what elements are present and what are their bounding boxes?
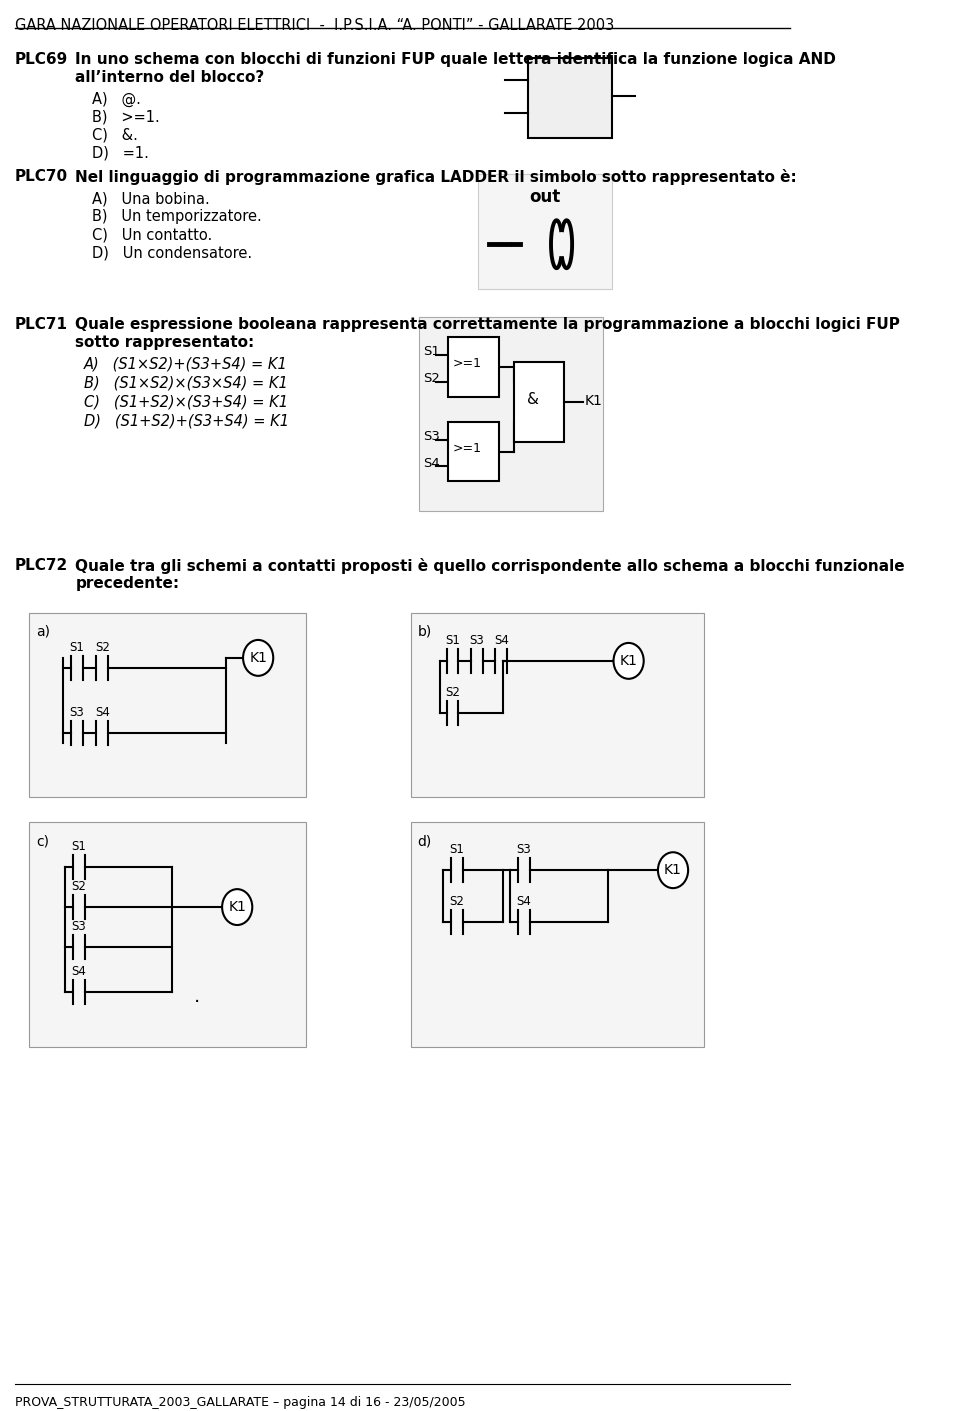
Text: S2: S2 [95, 641, 109, 653]
Text: K1: K1 [250, 650, 267, 665]
Text: S4: S4 [95, 706, 109, 718]
Text: K1: K1 [664, 864, 682, 878]
Text: S4: S4 [493, 634, 509, 646]
Text: S2: S2 [423, 373, 440, 385]
Text: S2: S2 [71, 880, 86, 893]
Text: PLC72: PLC72 [15, 559, 68, 573]
Text: S1: S1 [445, 634, 460, 646]
Text: B)   (S1×S2)×(S3×S4) = K1: B) (S1×S2)×(S3×S4) = K1 [84, 375, 288, 391]
Text: C)   Un contatto.: C) Un contatto. [92, 227, 212, 243]
Text: S3: S3 [70, 706, 84, 718]
Circle shape [222, 889, 252, 926]
Text: Quale espressione booleana rappresenta correttamente la programmazione a blocchi: Quale espressione booleana rappresenta c… [76, 317, 900, 332]
Text: S4: S4 [71, 965, 86, 978]
Text: S3: S3 [469, 634, 484, 646]
Text: C)   (S1+S2)×(S3+S4) = K1: C) (S1+S2)×(S3+S4) = K1 [84, 395, 288, 409]
Text: D)   Un condensatore.: D) Un condensatore. [92, 246, 252, 260]
Text: PLC71: PLC71 [15, 317, 68, 332]
Text: S2: S2 [449, 895, 465, 909]
Text: >=1: >=1 [452, 357, 482, 370]
Text: In uno schema con blocchi di funzioni FUP quale lettera identifica la funzione l: In uno schema con blocchi di funzioni FU… [76, 52, 836, 66]
Circle shape [658, 852, 688, 888]
Text: S2: S2 [445, 686, 460, 698]
Bar [411, 823, 704, 1047]
Text: b): b) [418, 625, 432, 639]
Text: S1: S1 [423, 344, 440, 358]
Text: S3: S3 [516, 844, 531, 856]
Text: S4: S4 [423, 457, 440, 470]
Bar [448, 422, 498, 481]
Text: S3: S3 [71, 920, 86, 933]
Text: B)   >=1.: B) >=1. [92, 110, 160, 124]
Text: S3: S3 [423, 429, 440, 443]
Bar [514, 361, 564, 442]
Text: precedente:: precedente: [76, 576, 180, 591]
Circle shape [613, 643, 644, 679]
Text: PROVA_STRUTTURATA_2003_GALLARATE – pagina 14 di 16 - 23/05/2005: PROVA_STRUTTURATA_2003_GALLARATE – pagin… [15, 1395, 466, 1408]
Bar [478, 175, 612, 289]
Text: &: & [527, 392, 540, 406]
Bar [411, 612, 704, 797]
Bar [528, 58, 612, 137]
Text: S1: S1 [71, 841, 86, 854]
Bar [448, 337, 498, 396]
Text: Nel linguaggio di programmazione grafica LADDER il simbolo sotto rappresentato è: Nel linguaggio di programmazione grafica… [76, 169, 797, 185]
Text: S1: S1 [70, 641, 84, 653]
Text: PLC69: PLC69 [15, 52, 68, 66]
Circle shape [243, 641, 274, 676]
Text: A)   (S1×S2)+(S3+S4) = K1: A) (S1×S2)+(S3+S4) = K1 [84, 357, 288, 373]
Text: PLC70: PLC70 [15, 169, 68, 185]
Text: S1: S1 [449, 844, 465, 856]
Text: B)   Un temporizzatore.: B) Un temporizzatore. [92, 209, 262, 224]
Text: GARA NAZIONALE OPERATORI ELETTRICI  -  I.P.S.I.A. “A. PONTI” - GALLARATE 2003: GARA NAZIONALE OPERATORI ELETTRICI - I.P… [15, 18, 614, 32]
Text: K1: K1 [228, 900, 246, 914]
Bar [30, 612, 306, 797]
Bar [30, 823, 306, 1047]
Text: C)   &.: C) &. [92, 127, 138, 143]
Text: S4: S4 [516, 895, 531, 909]
Text: K1: K1 [619, 653, 637, 667]
Text: sotto rappresentato:: sotto rappresentato: [76, 334, 254, 350]
Bar [420, 317, 604, 511]
Text: D)   =1.: D) =1. [92, 145, 149, 161]
Text: A)   @.: A) @. [92, 92, 141, 107]
Text: c): c) [36, 834, 49, 848]
Text: Quale tra gli schemi a contatti proposti è quello corrispondente allo schema a b: Quale tra gli schemi a contatti proposti… [76, 559, 905, 574]
Text: A)   Una bobina.: A) Una bobina. [92, 192, 210, 206]
Text: K1: K1 [585, 394, 602, 408]
Text: >=1: >=1 [452, 442, 482, 454]
Text: .: . [194, 988, 200, 1006]
Text: out: out [529, 189, 561, 206]
Text: a): a) [36, 625, 50, 639]
Text: d): d) [418, 834, 432, 848]
Text: D)   (S1+S2)+(S3+S4) = K1: D) (S1+S2)+(S3+S4) = K1 [84, 413, 289, 429]
Text: all’interno del blocco?: all’interno del blocco? [76, 69, 265, 85]
